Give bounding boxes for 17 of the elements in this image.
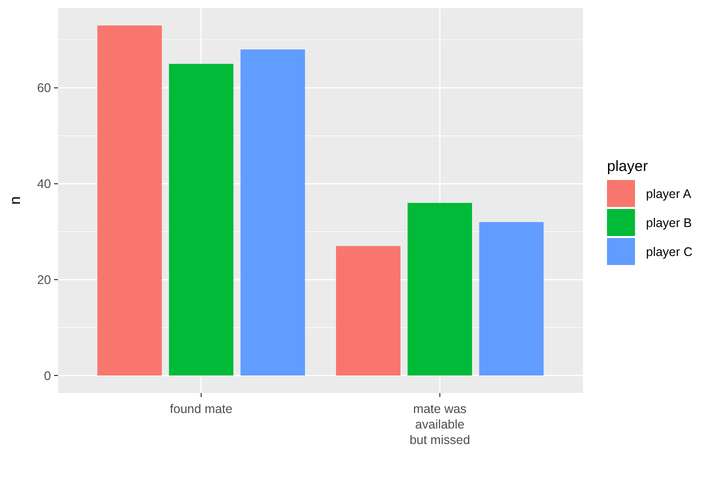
legend-label: player B xyxy=(646,216,692,230)
bar xyxy=(168,64,234,376)
legend-label: player C xyxy=(646,244,693,259)
bar xyxy=(97,26,162,376)
bar xyxy=(240,49,305,376)
bar xyxy=(479,222,544,376)
y-tick-label: 40 xyxy=(37,177,52,192)
bar xyxy=(336,246,400,376)
legend-label: player A xyxy=(646,186,692,201)
x-tick-label: mate was available but missed xyxy=(410,402,470,447)
y-tick-label: 0 xyxy=(44,368,52,383)
legend-title: player xyxy=(607,158,648,175)
y-tick-label: 20 xyxy=(37,272,52,287)
bar xyxy=(408,202,472,376)
y-axis-title: n xyxy=(7,196,24,205)
y-tick-label: 60 xyxy=(37,81,52,96)
x-tick-label: found mate xyxy=(170,402,232,416)
